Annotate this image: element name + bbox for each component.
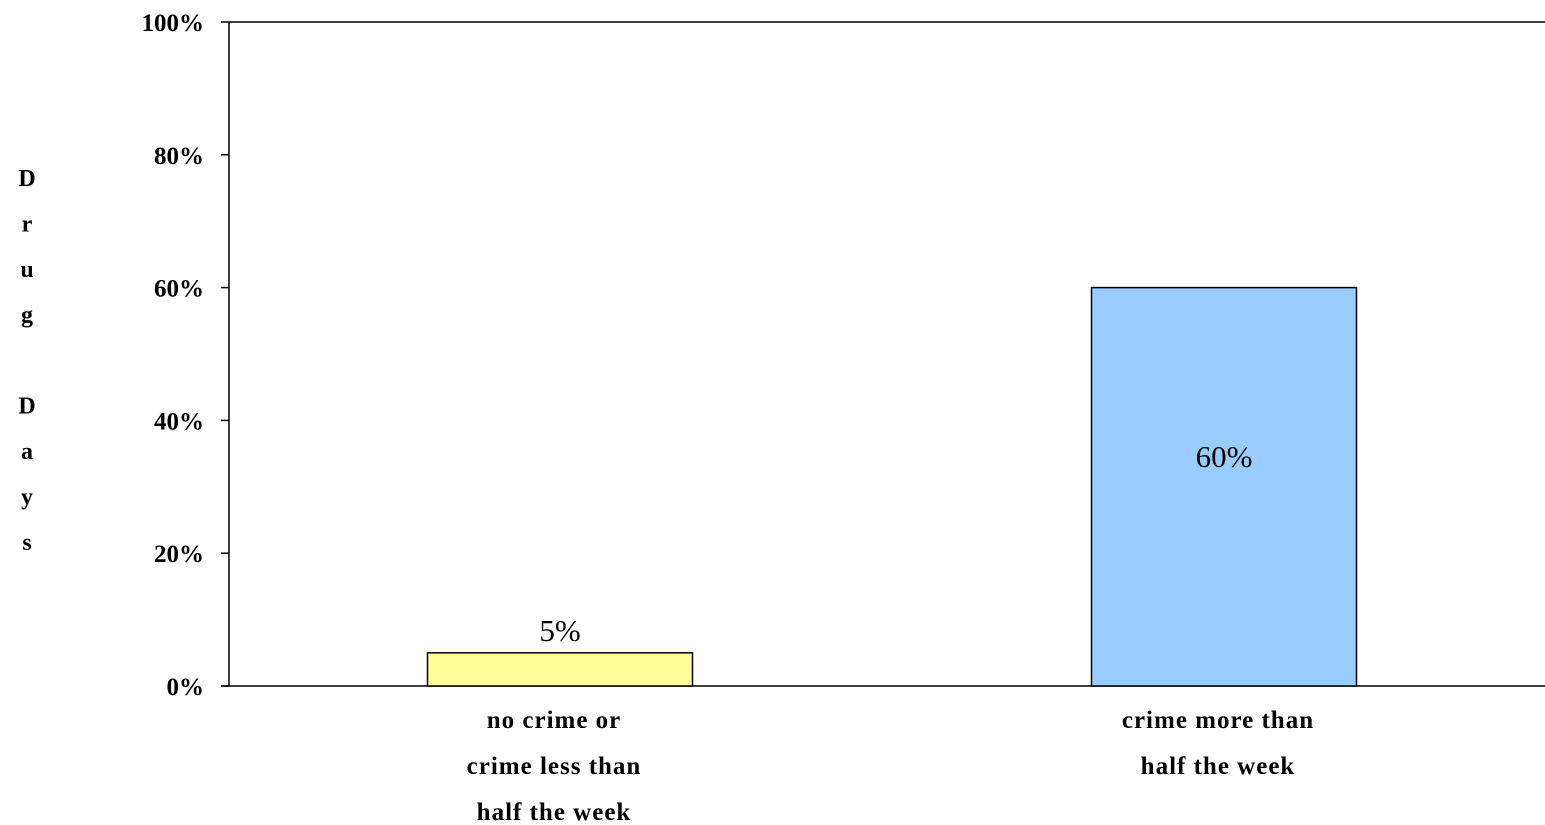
- x-category-label: half the week: [477, 799, 632, 825]
- y-axis-label-letter: u: [20, 257, 33, 283]
- y-tick-label: 0%: [167, 674, 205, 701]
- y-axis-label-letter: s: [22, 530, 31, 556]
- y-axis-label-letter: g: [21, 303, 33, 329]
- y-tick-label: 20%: [154, 541, 204, 568]
- bars: [426, 286, 1358, 687]
- data-label: 60%: [1196, 439, 1253, 474]
- y-axis-ticks: 0% 20% 40% 60% 80% 100%: [142, 10, 229, 701]
- y-axis-label-letter: r: [22, 212, 33, 238]
- category-labels: no crime or crime less than half the week c…: [467, 707, 1314, 825]
- bar: [426, 652, 694, 687]
- data-labels: 5% 60%: [539, 439, 1252, 648]
- y-axis-label-letter: D: [18, 166, 35, 192]
- y-tick-label: 40%: [154, 408, 204, 435]
- y-axis-label-letter: D: [18, 394, 35, 420]
- y-axis-label-letter: y: [21, 485, 33, 511]
- data-label: 5%: [539, 613, 580, 648]
- x-category-label: crime more than: [1122, 707, 1314, 734]
- y-tick-label: 80%: [154, 143, 204, 170]
- x-category-label: no crime or: [487, 707, 622, 734]
- x-category-label: crime less than: [467, 753, 642, 780]
- x-category-label: half the week: [1141, 753, 1296, 780]
- bar: [1090, 286, 1358, 687]
- y-tick-label: 60%: [154, 276, 204, 303]
- y-axis-label-letter: a: [21, 439, 33, 465]
- y-tick-label: 100%: [142, 10, 205, 37]
